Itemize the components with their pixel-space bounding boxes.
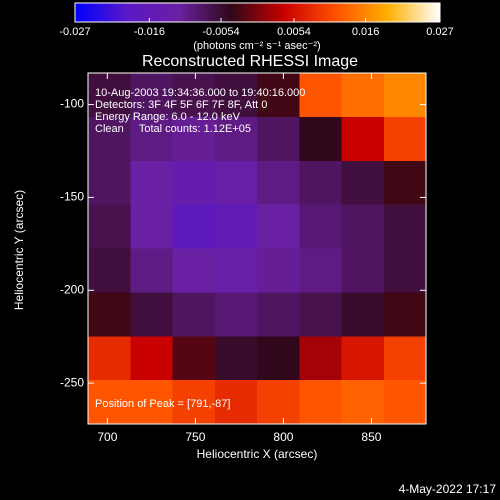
heatmap-cell <box>299 336 342 381</box>
heatmap-cell <box>383 292 427 337</box>
heatmap-cell <box>88 73 131 118</box>
heatmap-cell <box>214 73 258 118</box>
heatmap-cell <box>214 248 258 293</box>
heatmap-cell <box>130 160 173 206</box>
heatmap-cell <box>214 160 258 206</box>
heatmap-cell <box>172 73 216 118</box>
plot-frame <box>87 72 427 425</box>
heatmap-cell <box>257 116 300 162</box>
heatmap-cell <box>341 73 385 118</box>
heatmap-cell <box>341 248 385 293</box>
heatmap-cell <box>88 336 131 381</box>
heatmap-cell <box>214 292 258 337</box>
annotation: 10-Aug-2003 19:34:36.000 to 19:40:16.000 <box>95 87 305 99</box>
colorbar <box>75 3 440 22</box>
heatmap-cell <box>257 292 300 337</box>
heatmap-cell <box>299 248 342 293</box>
heatmap-cell <box>130 73 173 118</box>
heatmap-cell <box>299 73 342 118</box>
colorbar-tick-label: 0.0054 <box>277 26 311 38</box>
heatmap-cell <box>383 116 427 162</box>
heatmap-cell <box>172 248 216 293</box>
colorbar-tick-label: -0.0054 <box>202 26 239 38</box>
annotation: Detectors: 3F 4F 5F 6F 7F 8F, Att 0 <box>95 99 267 111</box>
heatmap-cell <box>257 248 300 293</box>
y-tick-label: -250 <box>60 375 84 389</box>
heatmap-cell <box>172 116 216 162</box>
annotation: Clean Total counts: 1.12E+05 <box>95 123 251 135</box>
heatmap-cell <box>383 160 427 206</box>
heatmap-cell <box>257 380 300 425</box>
heatmap-cell <box>172 336 216 381</box>
y-tick-label: -150 <box>60 190 84 204</box>
heatmap-cell <box>299 292 342 337</box>
heatmap-cell <box>257 160 300 206</box>
heatmap-cell <box>88 292 131 337</box>
heatmap-cell <box>130 292 173 337</box>
heatmap-cell <box>299 380 342 425</box>
heatmap-cell <box>172 380 216 425</box>
colorbar-frame <box>74 2 441 23</box>
heatmap-cell <box>130 116 173 162</box>
timestamp: 4-May-2022 17:17 <box>399 482 497 496</box>
heatmap-cell <box>88 204 131 249</box>
heatmap-cell <box>383 380 427 425</box>
y-tick-label: -100 <box>60 97 84 111</box>
heatmap-cell <box>214 336 258 381</box>
x-tick-label: 700 <box>97 430 117 444</box>
heatmap-cell <box>172 160 216 206</box>
heatmap-cell <box>341 116 385 162</box>
heatmap-cell <box>172 204 216 249</box>
heatmap-cell <box>383 204 427 249</box>
heatmap-cell <box>214 380 258 425</box>
heatmap-cell <box>299 116 342 162</box>
x-tick-label: 850 <box>361 430 381 444</box>
heatmap-cell <box>257 73 300 118</box>
heatmap-cell <box>383 248 427 293</box>
heatmap-cell <box>214 116 258 162</box>
colorbar-tick-label: 0.027 <box>426 26 454 38</box>
heatmap-cell <box>130 380 173 425</box>
heatmap-cell <box>341 336 385 381</box>
heatmap-cell <box>299 204 342 249</box>
colorbar-tick-label: -0.016 <box>134 26 165 38</box>
heatmap-cell <box>214 204 258 249</box>
heatmap-cell <box>130 336 173 381</box>
heatmap-cell <box>341 292 385 337</box>
heatmap-cell <box>88 116 131 162</box>
heatmap-cell <box>383 73 427 118</box>
x-tick-label: 750 <box>185 430 205 444</box>
heatmap-cell <box>130 204 173 249</box>
x-tick-label: 800 <box>273 430 293 444</box>
y-tick-label: -200 <box>60 282 84 296</box>
chart-title: Reconstructed RHESSI Image <box>142 53 358 70</box>
heatmap-cell <box>88 160 131 206</box>
heatmap-cell <box>341 160 385 206</box>
heatmap-cell <box>257 336 300 381</box>
heatmap-cell <box>172 292 216 337</box>
heatmap-cell <box>257 204 300 249</box>
colorbar-label: (photons cm⁻² s⁻¹ asec⁻²) <box>193 40 320 52</box>
heatmap-cell <box>383 336 427 381</box>
heatmap-cell <box>130 248 173 293</box>
peak-label: Position of Peak = [791,-87] <box>95 398 230 410</box>
heatmap-cell <box>341 380 385 425</box>
colorbar-tick-label: -0.027 <box>59 26 90 38</box>
heatmap-cell <box>299 160 342 206</box>
colorbar-tick-label: 0.016 <box>352 26 380 38</box>
heatmap-cell <box>341 204 385 249</box>
heatmap-cell <box>88 248 131 293</box>
x-axis-label: Heliocentric X (arcsec) <box>197 447 318 461</box>
heatmap-cell <box>88 380 131 425</box>
y-axis-label: Heliocentric Y (arcsec) <box>12 190 26 310</box>
annotation: Energy Range: 6.0 - 12.0 keV <box>95 111 241 123</box>
